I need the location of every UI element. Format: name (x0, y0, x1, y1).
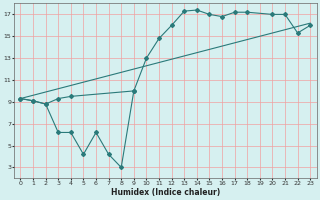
X-axis label: Humidex (Indice chaleur): Humidex (Indice chaleur) (111, 188, 220, 197)
